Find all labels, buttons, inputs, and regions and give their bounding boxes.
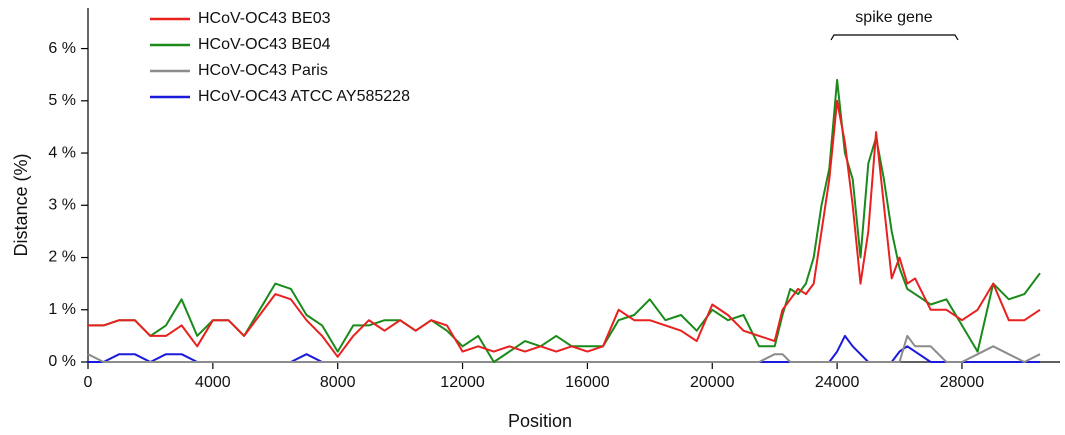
y-tick-label: 2 % [48,249,76,266]
legend-label: HCoV-OC43 BE03 [198,10,331,27]
series-line [88,78,1041,363]
y-tick-label: 6 % [48,40,76,57]
y-tick-label: 1 % [48,301,76,318]
x-tick-label: 8000 [320,374,356,391]
legend-label: HCoV-OC43 BE04 [198,36,331,53]
y-tick-label: 5 % [48,92,76,109]
legend-label: HCoV-OC43 ATCC AY585228 [198,88,410,105]
x-axis-label: Position [508,411,572,431]
x-tick-label: 24000 [815,374,860,391]
annotation: spike gene [855,9,932,26]
x-tick-label: 28000 [940,374,985,391]
x-tick-label: 16000 [565,374,610,391]
x-tick-label: 0 [84,374,93,391]
legend-label: HCoV-OC43 Paris [198,62,328,79]
x-tick-label: 12000 [440,374,485,391]
y-tick-label: 4 % [48,144,76,161]
series-line [87,334,1041,363]
spike-bracket [830,34,959,41]
x-tick-label: 4000 [195,374,231,391]
y-tick-label: 3 % [48,197,76,214]
series-line [88,99,1041,358]
x-tick-label: 20000 [690,374,735,391]
y-tick-label: 0 % [48,353,76,370]
y-axis-label: Distance (%) [11,153,31,256]
